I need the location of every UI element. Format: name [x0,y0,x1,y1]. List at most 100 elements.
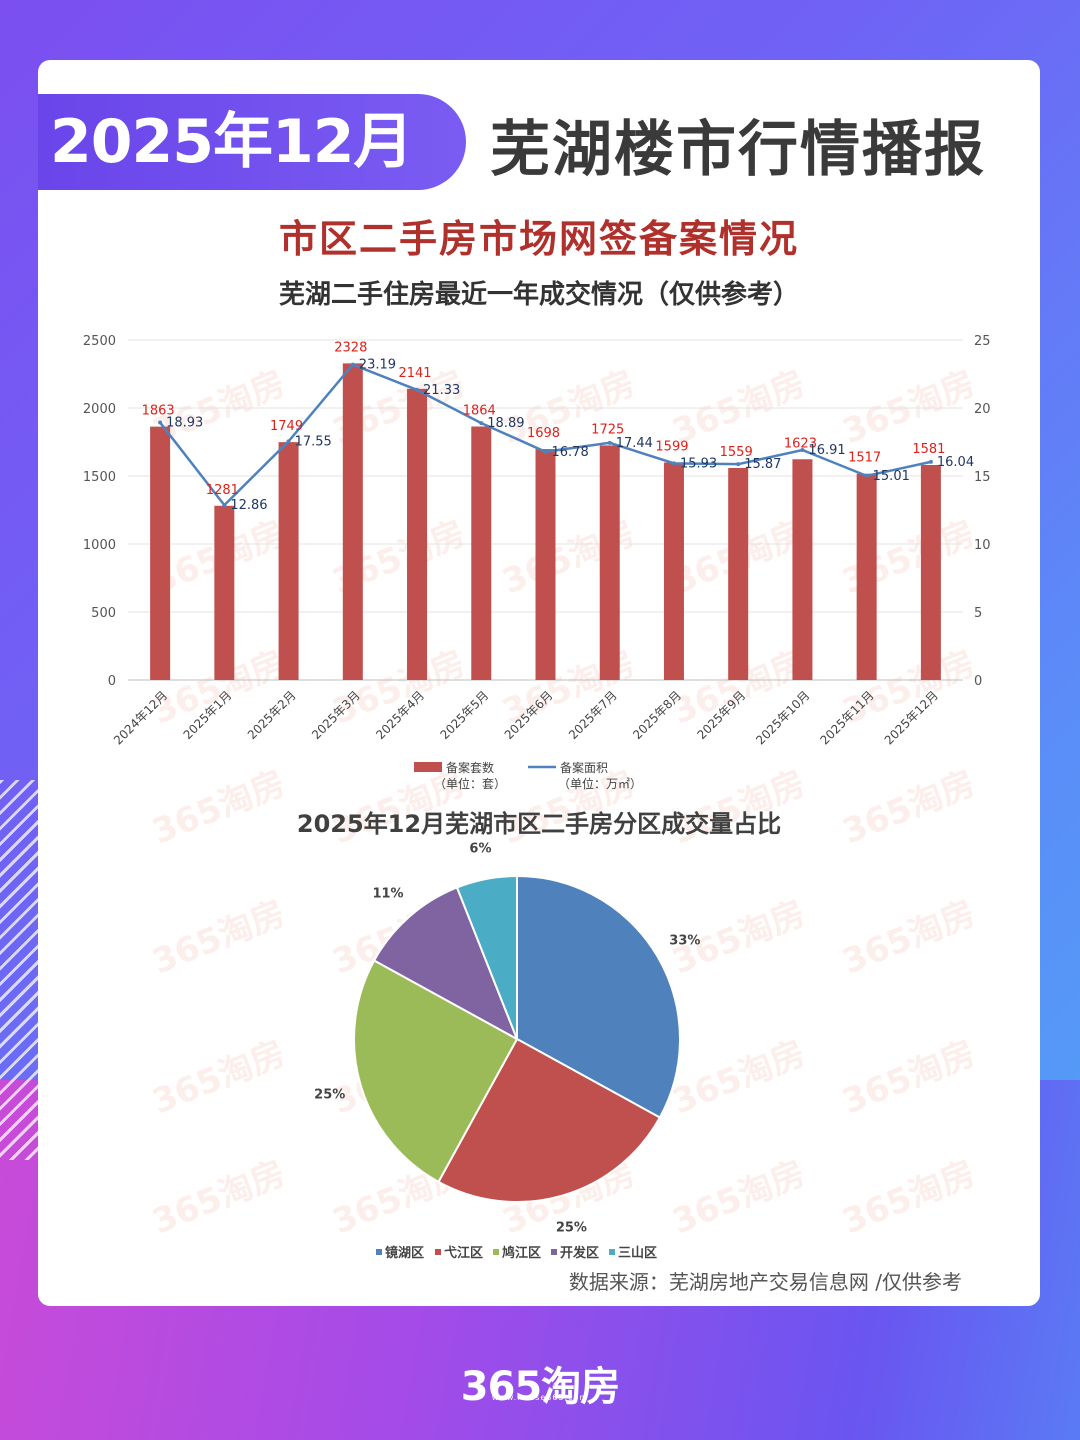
bar [214,505,235,680]
watermark: 365淘房 [326,1153,471,1243]
line-point [671,461,676,466]
pie-slice-label: 33% [669,934,700,949]
bar-data-label: 1581 [912,442,945,457]
pie-slice [437,1037,662,1204]
x-tick-label: 2025年3月 [309,688,363,742]
bar-data-label: 2328 [334,340,367,355]
bar [663,462,684,680]
watermark: 365淘房 [146,893,291,983]
pie-legend-label: 开发区 [560,1245,599,1261]
watermark: 365淘房 [836,893,981,983]
x-tick-label: 2025年8月 [630,688,684,742]
pie-chart-title: 2025年12月芜湖市区二手房分区成交量占比 [296,810,782,838]
line-data-label: 18.93 [166,416,203,431]
y-left-tick-label: 2500 [83,334,116,349]
bar [278,442,299,680]
y-left-tick-label: 2000 [83,402,116,417]
date-banner: 2025年12月 [38,94,466,190]
bar-data-label: 1864 [463,403,496,418]
line-data-label: 15.01 [873,469,910,484]
line-point [286,439,291,444]
x-tick-label: 2025年10月 [753,688,812,747]
x-tick-label: 2024年12月 [111,688,170,747]
bar [792,459,813,680]
legend-bar-swatch [414,762,442,772]
data-source: 数据来源：芜湖房地产交易信息网 /仅供参考 [568,1270,962,1294]
bar-data-label: 1863 [142,404,175,419]
watermark: 365淘房 [666,1033,811,1123]
y-left-tick-label: 1000 [83,538,116,553]
legend-line-unit: （单位：万㎡） [558,776,642,791]
x-tick-label: 2025年4月 [373,688,427,742]
x-tick-label: 2025年2月 [245,688,299,742]
pie-slice [516,874,681,1119]
line-point [222,503,227,508]
pie-slice-label: 25% [314,1087,345,1102]
line-data-label: 17.44 [616,436,653,451]
bar-data-label: 1623 [784,436,817,451]
watermark: 365淘房 [666,893,811,983]
footer-url: www.house365.com [491,1393,589,1402]
report-card: 2025年12月 芜湖楼市行情播报 市区二手房市场网签备案情况 芜湖二手住房最近… [38,60,1040,1306]
legend-bar-label: 备案套数 [446,760,494,775]
legend-line-label: 备案面积 [560,760,608,775]
bar-data-label: 1725 [591,422,624,437]
line-data-label: 16.78 [552,445,589,460]
x-tick-label: 2025年7月 [566,688,620,742]
line-point [607,440,612,445]
bar [728,467,749,680]
pie-legend-swatch [435,1249,441,1255]
pie-legend-label: 鸠江区 [502,1245,541,1261]
x-tick-label: 2025年6月 [502,688,556,742]
x-tick-label: 2025年12月 [882,688,941,747]
y-right-tick-label: 10 [974,538,991,553]
line-point [800,448,805,453]
bar [856,473,877,680]
pie-slice [352,959,519,1184]
pie-legend-label: 镜湖区 [385,1245,424,1261]
line-data-label: 18.89 [487,416,524,431]
line-point [158,420,163,425]
watermark: 365淘房 [146,1153,291,1243]
bar [920,464,941,680]
line-point [864,473,869,478]
bar-data-label: 1559 [720,445,753,460]
line-point [479,421,484,426]
line-data-label: 21.33 [423,383,460,398]
y-right-tick-label: 25 [974,334,991,349]
bar [535,449,556,680]
line-point [736,462,741,467]
y-left-tick-label: 500 [91,606,116,621]
bar-line-chart: 0 500 1000 1500 2000 2500 0 5 10 15 20 25 1863 1281 17… [83,334,991,791]
bar-data-label: 1281 [206,483,239,498]
y-right-tick-label: 5 [974,606,982,621]
line-data-label: 15.87 [744,457,781,472]
y-left-tick-label: 0 [108,674,116,689]
pie-legend-swatch [376,1249,382,1255]
pie-legend-swatch [609,1249,615,1255]
line-point [350,362,355,367]
footer-logo: 365淘房 [460,1364,621,1410]
x-tick-label: 2025年5月 [438,688,492,742]
pie-legend-label: 弋江区 [444,1245,483,1261]
bar-data-label: 1749 [270,419,303,434]
bar-data-label: 1517 [848,451,881,466]
pie-slice-label: 25% [556,1220,587,1235]
x-tick-label: 2025年9月 [694,688,748,742]
bar [342,363,363,680]
section-title: 市区二手房市场网签备案情况 [278,217,799,261]
line-data-label: 16.04 [937,455,974,470]
page-title: 芜湖楼市行情播报 [490,115,986,185]
bar [150,426,171,680]
legend-bar-unit: （单位：套） [434,776,506,791]
y-right-tick-label: 20 [974,402,991,417]
bar [599,445,620,680]
watermark: 365淘房 [836,1153,981,1243]
bar [471,426,492,680]
bar-chart-title: 芜湖二手住房最近一年成交情况（仅供参考） [278,280,799,310]
x-tick-label: 2025年1月 [181,688,235,742]
line-data-label: 15.93 [680,456,717,471]
pie-legend-label: 三山区 [618,1245,657,1261]
y-right-tick-label: 15 [974,470,991,485]
line-data-label: 12.86 [230,498,267,513]
